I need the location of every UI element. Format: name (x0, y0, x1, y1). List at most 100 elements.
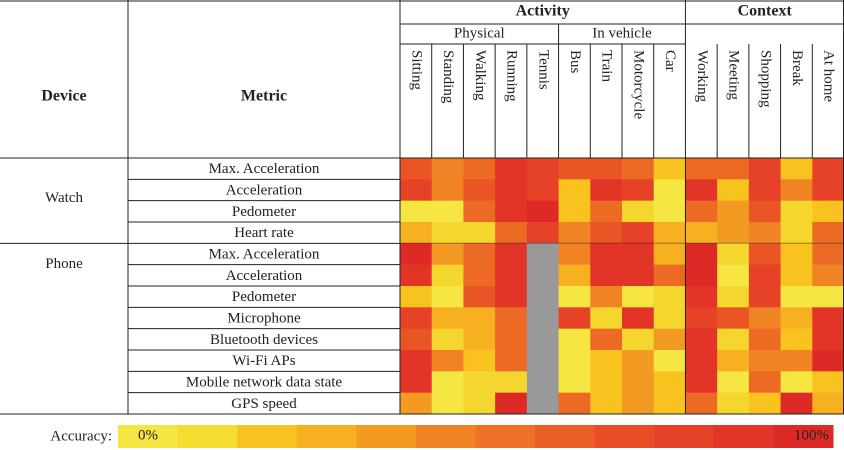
heat-cell (717, 307, 750, 330)
heat-cell (622, 350, 655, 372)
heat-cell (780, 307, 813, 330)
heat-cell (400, 200, 433, 223)
heat-cell (622, 328, 655, 351)
heat-cell (685, 264, 718, 287)
heat-cell (558, 158, 591, 180)
heat-cell (495, 264, 528, 287)
heat-cell (812, 243, 844, 266)
heat-cell (748, 307, 782, 330)
heat-cell (558, 286, 591, 308)
heat-cell (558, 307, 591, 330)
heat-cell (590, 179, 623, 202)
heat-cell (431, 222, 464, 244)
heat-cell (717, 200, 750, 223)
heat-cell (558, 200, 591, 223)
heat-cell (717, 264, 750, 287)
heat-cell (495, 179, 528, 202)
heat-cell (526, 307, 560, 330)
heat-cell (685, 392, 718, 415)
heat-cell (812, 307, 844, 330)
heat-cell (748, 200, 782, 223)
heat-cell (780, 222, 813, 244)
heat-cell (622, 371, 655, 394)
legend-swatch (118, 425, 179, 448)
metric-label: Mobile network data state (186, 374, 343, 390)
heat-cell (463, 307, 496, 330)
legend-swatch (654, 425, 715, 448)
heat-cell (463, 350, 496, 372)
heat-cell (590, 307, 623, 330)
heat-cell (717, 371, 750, 394)
metric-label: GPS speed (231, 396, 297, 412)
heat-cell (748, 286, 782, 308)
heat-cell (685, 158, 718, 180)
header-physical: Physical (454, 25, 505, 41)
heat-cell (622, 243, 655, 266)
heat-cell (685, 350, 718, 372)
heat-cell (495, 392, 528, 415)
heat-cell (590, 243, 623, 266)
legend-swatch (296, 425, 357, 448)
heat-cell (431, 350, 464, 372)
header-metric: Metric (241, 88, 287, 105)
legend-swatch (356, 425, 417, 448)
heat-cell (431, 328, 464, 351)
heat-cell (780, 328, 813, 351)
metric-label: Wi-Fi APs (232, 353, 295, 369)
heat-cell (431, 392, 464, 415)
heat-cell (780, 243, 813, 266)
heat-cell (558, 264, 591, 287)
heat-cell (748, 371, 782, 394)
heat-cell (400, 350, 433, 372)
heat-cell (685, 179, 718, 202)
header-context: Context (738, 3, 793, 20)
heat-cell (495, 328, 528, 351)
legend-swatch (594, 425, 655, 448)
heat-cell (400, 307, 433, 330)
heat-cell (685, 307, 718, 330)
heat-cell (526, 350, 560, 372)
heat-cell (812, 264, 844, 287)
metric-label: Max. Acceleration (209, 161, 320, 177)
heat-cell (400, 392, 433, 415)
heat-cell (590, 286, 623, 308)
heat-cell (780, 179, 813, 202)
metric-label: Acceleration (226, 268, 303, 284)
heat-cell (748, 392, 782, 415)
heat-cell (812, 179, 844, 202)
legend-min: 0% (138, 427, 158, 443)
column-label: Motorcycle (630, 50, 646, 119)
column-label: Sitting (408, 50, 424, 91)
device-label: Watch (45, 190, 83, 206)
heat-cell (400, 222, 433, 244)
heat-cell (495, 158, 528, 180)
heat-cell (812, 350, 844, 372)
legend-swatch (475, 425, 536, 448)
heat-cell (622, 158, 655, 180)
heat-cell (653, 179, 686, 202)
legend-swatch (237, 425, 298, 448)
heat-cell (780, 158, 813, 180)
heat-cell (558, 222, 591, 244)
heat-cell (653, 158, 686, 180)
heat-cell (717, 350, 750, 372)
heat-cell (431, 243, 464, 266)
column-label: Break (789, 50, 805, 86)
heat-cell (463, 158, 496, 180)
heat-cell (590, 392, 623, 415)
legend-swatch (773, 425, 834, 448)
metric-label: Pedometer (232, 204, 296, 220)
heat-cell (780, 200, 813, 223)
heat-cell (526, 200, 560, 223)
heat-cell (526, 179, 560, 202)
legend-max: 100% (794, 427, 829, 443)
column-label: Meeting (726, 50, 742, 100)
heat-cell (495, 243, 528, 266)
heat-cell (653, 350, 686, 372)
column-label: At home (821, 50, 837, 102)
heat-cell (590, 158, 623, 180)
heat-cell (400, 243, 433, 266)
heat-cell (590, 264, 623, 287)
heat-cell (622, 264, 655, 287)
legend-swatch (713, 425, 774, 448)
